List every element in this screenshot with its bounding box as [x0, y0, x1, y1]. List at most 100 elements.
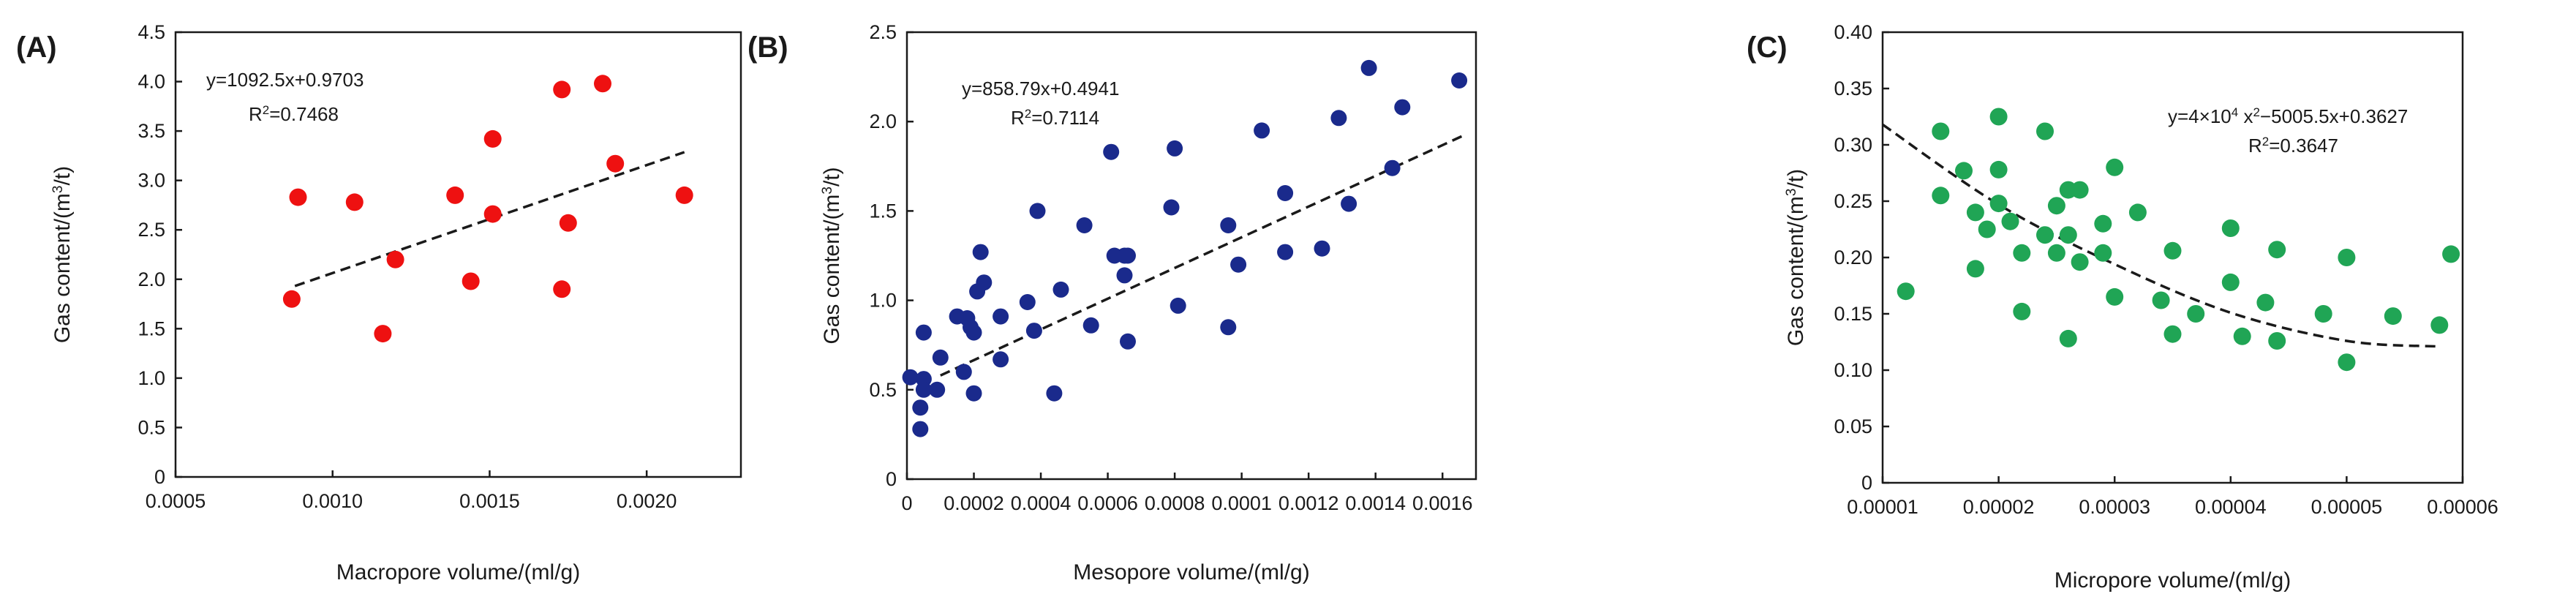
data-point [2256, 293, 2275, 312]
data-point [2036, 226, 2054, 244]
y-axis-title-end: /t) [50, 166, 75, 186]
y-tick-label: 0 [154, 466, 165, 488]
data-point [1046, 385, 1063, 402]
x-tick-label: 0.00005 [2311, 496, 2383, 518]
data-point [929, 381, 946, 398]
data-point [1360, 59, 1377, 76]
data-point [606, 154, 625, 173]
data-point [1314, 240, 1330, 257]
r-squared-sup: 2 [2262, 135, 2269, 148]
x-tick-label: 0.0004 [1011, 492, 1072, 514]
data-point [1116, 267, 1133, 284]
x-tick-label: 0.0020 [617, 490, 677, 512]
data-point [1230, 256, 1247, 273]
data-point [2314, 305, 2332, 323]
y-axis-title-sup: 3 [820, 187, 835, 195]
x-tick-label: 0.0010 [302, 490, 363, 512]
x-tick-label: 0.0015 [459, 490, 520, 512]
r-squared: R2=0.7468 [249, 103, 339, 126]
data-point [972, 244, 989, 260]
y-tick-label: 4.0 [138, 71, 165, 93]
x-tick-label: 0.00006 [2427, 496, 2498, 518]
data-point [1170, 297, 1186, 314]
y-tick-label: 0.10 [1834, 359, 1872, 381]
x-axis-title: Mesopore volume/(ml/g) [1073, 560, 1309, 584]
data-point [2013, 302, 2031, 320]
data-point [2221, 219, 2240, 237]
panel-label: (C) [1747, 31, 1788, 64]
data-point [1330, 110, 1347, 127]
data-point [1277, 185, 1294, 201]
fit-line [1882, 123, 2440, 348]
data-point [932, 349, 949, 366]
y-tick-label: 0.40 [1834, 21, 1872, 43]
data-point [1220, 217, 1237, 233]
x-tick-label: 0.0006 [1077, 492, 1138, 514]
r-squared-label: R [249, 103, 263, 125]
data-point [993, 308, 1009, 325]
fit-equation: y=1092.5x+0.9703 [206, 69, 364, 91]
data-point [1120, 247, 1136, 264]
data-point [993, 351, 1009, 368]
fit-line [294, 151, 685, 287]
y-tick-label: 0.20 [1834, 247, 1872, 268]
data-point [2128, 203, 2147, 222]
y-tick-label: 2.5 [869, 21, 897, 43]
data-point [553, 80, 571, 99]
y-axis-title: Gas content/(m3/t) [1784, 169, 1809, 346]
data-point [483, 129, 502, 148]
data-point [2268, 241, 2286, 259]
x-tick-label: 0.00003 [2079, 496, 2150, 518]
y-axis-title-sup: 3 [1784, 189, 1799, 197]
data-point [912, 421, 929, 437]
data-point [2187, 305, 2205, 323]
data-point [2001, 212, 2019, 230]
data-point [1025, 323, 1042, 339]
r-squared: R2=0.3647 [2248, 135, 2338, 157]
data-point [2152, 291, 2170, 309]
y-tick-label: 1.5 [869, 200, 897, 222]
data-point [912, 399, 929, 416]
data-point [2221, 273, 2240, 291]
data-point [1897, 282, 1915, 301]
data-point [2094, 214, 2112, 233]
x-tick-label: 0.0014 [1345, 492, 1406, 514]
data-point [955, 364, 972, 380]
panel-b: (B) 0 0.0002 0.0004 0.0006 0.0008 0.0001 0.0012… [747, 21, 1477, 584]
data-point [2094, 244, 2112, 262]
y-tick-label: 0.15 [1834, 303, 1872, 325]
r-squared-label: R [2248, 135, 2262, 157]
data-point [345, 193, 364, 211]
fit-equation-sup1: 4 [2232, 105, 2238, 119]
x-axis-title: Micropore volume/(ml/g) [2055, 568, 2291, 593]
y-tick-label: 2.5 [138, 219, 165, 241]
y-tick-label: 0.35 [1834, 78, 1872, 99]
panel-label: (A) [16, 31, 57, 64]
data-point [559, 214, 577, 232]
panel-a: (A) 0.0005 0.0010 0.0015 0.0020 0 0.5 1.0 1.5 2.0… [16, 21, 742, 584]
y-tick-label: 0.30 [1834, 134, 1872, 156]
data-point [2059, 329, 2077, 347]
x-tick-label: 0 [901, 492, 912, 514]
data-point [1989, 195, 2008, 213]
data-point [462, 272, 480, 290]
fit-equation-main: y=858.79x+0.4941 [962, 78, 1119, 99]
y-axis-title: Gas content/(m3/t) [50, 166, 75, 343]
y-tick-label: 2.0 [869, 110, 897, 132]
data-point [1394, 99, 1411, 116]
data-point [2163, 241, 2182, 260]
data-point [1029, 203, 1046, 219]
data-point [902, 369, 919, 386]
y-tick-label: 1.5 [138, 317, 165, 339]
data-point [374, 325, 392, 343]
fit-equation-main: y=1092.5x+0.9703 [206, 69, 364, 91]
data-point [2047, 197, 2065, 215]
y-tick-label: 3.0 [138, 170, 165, 192]
r-squared-value: =0.7114 [1031, 107, 1099, 129]
y-tick-label: 0 [1861, 472, 1872, 494]
y-tick-label: 1.0 [138, 367, 165, 389]
x-tick-label: 0.00004 [2195, 496, 2267, 518]
y-tick-label: 3.5 [138, 120, 165, 142]
data-point [386, 250, 404, 268]
